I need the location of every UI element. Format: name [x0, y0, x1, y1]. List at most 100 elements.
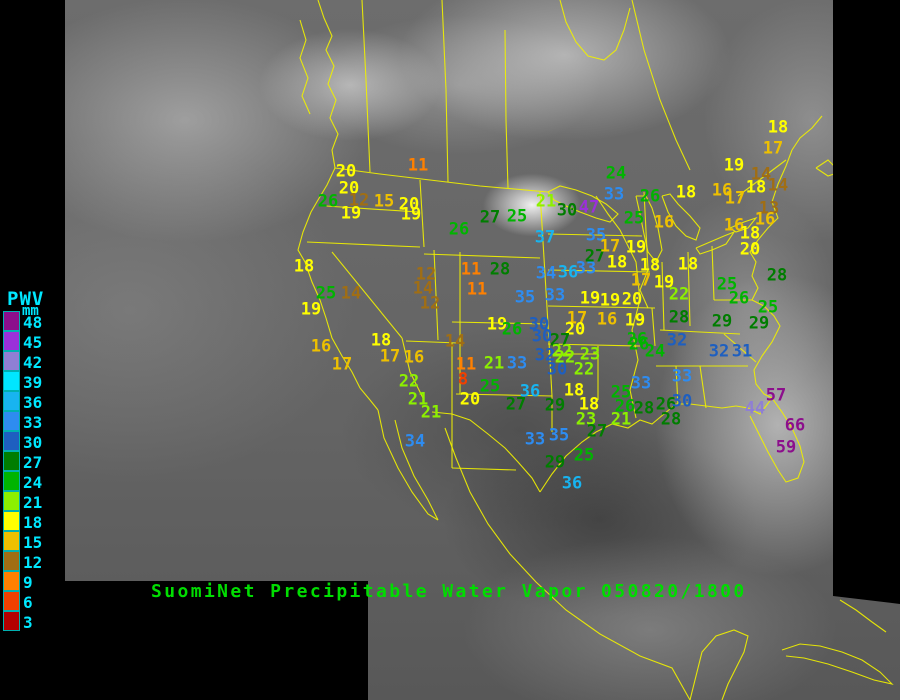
- station-pwv-value: 13: [758, 198, 780, 219]
- station-pwv-value: 28: [660, 409, 682, 430]
- station-pwv-value: 30: [531, 326, 553, 347]
- station-pwv-value: 16: [596, 309, 618, 330]
- station-pwv-value: 19: [625, 237, 647, 258]
- station-pwv-value: 15: [373, 191, 395, 212]
- legend-swatch: [3, 571, 20, 591]
- station-pwv-value: 14: [412, 278, 434, 299]
- station-pwv-value: 57: [765, 385, 787, 406]
- legend-value-label: 30: [23, 433, 43, 452]
- station-pwv-value: 26: [317, 191, 339, 212]
- station-pwv-value: 24: [644, 341, 666, 362]
- station-pwv-value: 16: [723, 215, 745, 236]
- station-pwv-value: 30: [546, 359, 568, 380]
- station-pwv-value: 18: [606, 252, 628, 273]
- station-pwv-value: 27: [479, 207, 501, 228]
- legend-title: PWV: [7, 288, 45, 310]
- legend-entry: 15: [3, 531, 63, 551]
- station-pwv-value: 11: [466, 279, 488, 300]
- station-pwv-value: 35: [548, 425, 570, 446]
- station-pwv-value: 19: [340, 203, 362, 224]
- legend-entry: 42: [3, 351, 63, 371]
- station-pwv-value: 21: [420, 402, 442, 423]
- station-pwv-value: 32: [534, 345, 556, 366]
- legend-swatch: [3, 471, 20, 491]
- legend-swatch: [3, 451, 20, 471]
- legend-value-label: 33: [23, 413, 43, 432]
- station-pwv-value: 30: [671, 391, 693, 412]
- legend-swatch: [3, 351, 20, 371]
- legend-entry: 39: [3, 371, 63, 391]
- legend-entry: 6: [3, 591, 63, 611]
- legend-scale: 48 45 42 39 36 33 30 27 24 21 18 15 12 9 6 3: [3, 311, 63, 631]
- legend-swatch: [3, 531, 20, 551]
- station-pwv-value: 17: [599, 236, 621, 257]
- legend-swatch: [3, 491, 20, 511]
- station-pwv-value: 27: [505, 394, 527, 415]
- legend-entry: 27: [3, 451, 63, 471]
- station-pwv-value: 26: [501, 319, 523, 340]
- station-pwv-value: 29: [544, 452, 566, 473]
- image-title: SuomiNet Precipitable Water Vapor 050820…: [151, 581, 747, 602]
- station-pwv-value: 12: [415, 264, 437, 285]
- station-pwv-value: 33: [506, 353, 528, 374]
- station-pwv-value: 25: [623, 208, 645, 229]
- legend-value-label: 9: [23, 573, 33, 592]
- station-pwv-value: 23: [579, 344, 601, 365]
- legend-entry: 21: [3, 491, 63, 511]
- station-pwv-value: 16: [711, 180, 733, 201]
- station-pwv-value: 18: [293, 256, 315, 277]
- legend-entry: 45: [3, 331, 63, 351]
- station-pwv-value: 24: [605, 163, 627, 184]
- station-pwv-value: 20: [459, 389, 481, 410]
- station-pwv-value: 14: [750, 164, 772, 185]
- legend-value-label: 3: [23, 613, 33, 632]
- legend-value-label: 15: [23, 533, 43, 552]
- station-pwv-value: 34: [535, 263, 557, 284]
- station-pwv-value: 22: [554, 347, 576, 368]
- station-pwv-value: 36: [519, 381, 541, 402]
- station-pwv-value: 22: [398, 371, 420, 392]
- legend-swatch: [3, 331, 20, 351]
- station-pwv-value: 18: [739, 223, 761, 244]
- legend-value-label: 36: [23, 393, 43, 412]
- station-pwv-value: 33: [603, 184, 625, 205]
- station-pwv-value: 17: [630, 270, 652, 291]
- station-pwv-value: 26: [639, 186, 661, 207]
- legend-value-label: 12: [23, 553, 43, 572]
- station-pwv-value: 18: [677, 254, 699, 275]
- station-pwv-value: 66: [784, 415, 806, 436]
- legend-swatch: [3, 371, 20, 391]
- station-pwv-value: 18: [578, 394, 600, 415]
- station-pwv-value: 12: [348, 190, 370, 211]
- station-pwv-value: 33: [544, 285, 566, 306]
- station-pwv-value: 22: [551, 341, 573, 362]
- legend-entry: 36: [3, 391, 63, 411]
- station-pwv-value: 17: [762, 138, 784, 159]
- station-pwv-value: 20: [398, 194, 420, 215]
- station-pwv-value: 21: [483, 353, 505, 374]
- station-pwv-value: 36: [557, 262, 579, 283]
- station-pwv-value: 19: [599, 290, 621, 311]
- legend-entry: 48: [3, 311, 63, 331]
- legend-value-label: 21: [23, 493, 43, 512]
- station-pwv-value: 28: [489, 259, 511, 280]
- station-pwv-value: 36: [561, 473, 583, 494]
- station-pwv-value: 33: [630, 373, 652, 394]
- legend-entry: 12: [3, 551, 63, 571]
- station-pwv-value: 18: [639, 255, 661, 276]
- station-pwv-value: 12: [419, 293, 441, 314]
- legend-entry: 30: [3, 431, 63, 451]
- station-pwv-value: 16: [754, 209, 776, 230]
- station-pwv-value: 16: [403, 347, 425, 368]
- station-pwv-value: 18: [675, 182, 697, 203]
- station-pwv-value: 44: [744, 398, 766, 419]
- station-pwv-value: 27: [549, 330, 571, 351]
- station-pwv-value: 37: [534, 227, 556, 248]
- legend-value-label: 24: [23, 473, 43, 492]
- station-pwv-value: 19: [400, 204, 422, 225]
- station-pwv-value: 14: [340, 283, 362, 304]
- station-pwv-value: 47: [578, 197, 600, 218]
- station-pwv-value: 17: [331, 354, 353, 375]
- station-pwv-value: 22: [668, 284, 690, 305]
- station-pwv-value: 26: [655, 394, 677, 415]
